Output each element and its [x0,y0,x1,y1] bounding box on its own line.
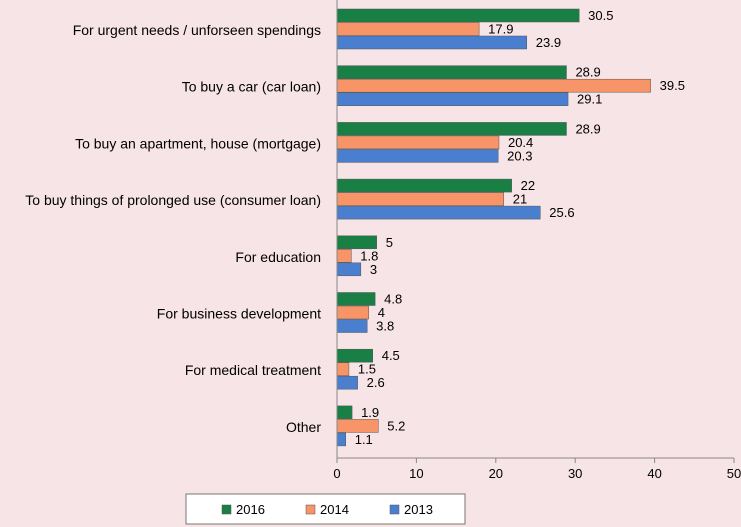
x-tick-label: 30 [568,466,582,481]
value-label: 20.4 [508,135,533,150]
x-tick-label: 50 [727,466,741,481]
bar-2016-3 [336,178,512,193]
category-label: To buy things of prolonged use (consumer… [25,192,321,208]
bar-2014-1 [336,78,651,93]
bar-2013-0 [336,35,528,50]
bar-2014-2 [336,135,500,150]
value-label: 28.9 [575,121,600,136]
legend-swatch-2014 [305,504,316,515]
bar-2013-7 [336,432,346,447]
value-label: 22 [521,178,535,193]
value-label: 4.8 [384,292,402,307]
category-label: To buy an apartment, house (mortgage) [75,135,321,151]
value-label: 1.9 [361,405,379,420]
value-label: 3 [370,262,377,277]
bar-2013-4 [336,262,362,277]
legend-swatch-2016 [221,504,232,515]
value-label: 30.5 [588,8,613,23]
bar-2013-6 [336,375,358,390]
category-label: For urgent needs / unforseen spendings [73,22,321,38]
bar-2016-6 [336,348,373,363]
value-label: 20.3 [507,148,532,163]
legend-swatch-2013 [389,504,400,515]
legend-box [185,493,466,525]
category-label: For business development [157,306,321,322]
value-label: 4.5 [382,348,400,363]
bar-2014-6 [336,362,350,376]
x-tick-label: 20 [489,466,503,481]
x-tick-label: 40 [647,466,661,481]
category-label: For education [235,249,321,265]
value-label: 1.8 [360,248,378,263]
x-axis-ticks: 0 10 20 30 40 50 [333,458,741,481]
x-tick-label: 10 [409,466,423,481]
bar-2014-3 [336,192,504,206]
category-label: Other [286,419,321,435]
bar-2013-1 [336,92,569,106]
bar-2014-4 [336,249,352,263]
legend-label: 2016 [236,502,265,517]
value-label: 2.6 [367,375,385,390]
x-tick-label: 0 [333,466,340,481]
value-label: 29.1 [577,92,602,107]
bar-2016-1 [336,65,567,79]
labels-layer: 30.5 17.9 23.9 28.9 39.5 29.1 28.9 20.420.3 2221… [355,8,685,447]
value-label: 5.2 [387,418,405,433]
value-label: 23.9 [536,35,561,50]
value-label: 17.9 [488,22,513,37]
bar-2016-4 [336,235,377,250]
value-label: 28.9 [575,65,600,80]
bar-2014-0 [336,22,480,36]
category-label: For medical treatment [185,362,321,378]
bar-2016-0 [336,8,580,23]
value-label: 5 [386,235,393,250]
value-label: 4 [378,305,385,320]
bar-2014-5 [336,305,370,320]
category-label: To buy a car (car loan) [182,79,321,95]
legend-label: 2014 [320,502,349,517]
value-label: 1.5 [358,362,376,377]
category-labels: For urgent needs / unforseen spendings To… [25,22,321,435]
bar-2016-5 [336,292,376,306]
value-label: 21 [513,192,527,207]
value-label: 25.6 [549,205,574,220]
bar-2014-7 [336,419,379,433]
value-label: 39.5 [660,78,685,93]
legend: 2016 2014 2013 [185,493,466,525]
bar-2016-2 [336,122,567,136]
bar-2013-3 [336,205,541,220]
value-label: 3.8 [376,319,394,334]
bar-2016-7 [336,405,353,420]
bar-2013-5 [336,319,368,333]
legend-label: 2013 [404,502,433,517]
value-label: 1.1 [355,432,373,447]
bar-2013-2 [336,149,499,163]
